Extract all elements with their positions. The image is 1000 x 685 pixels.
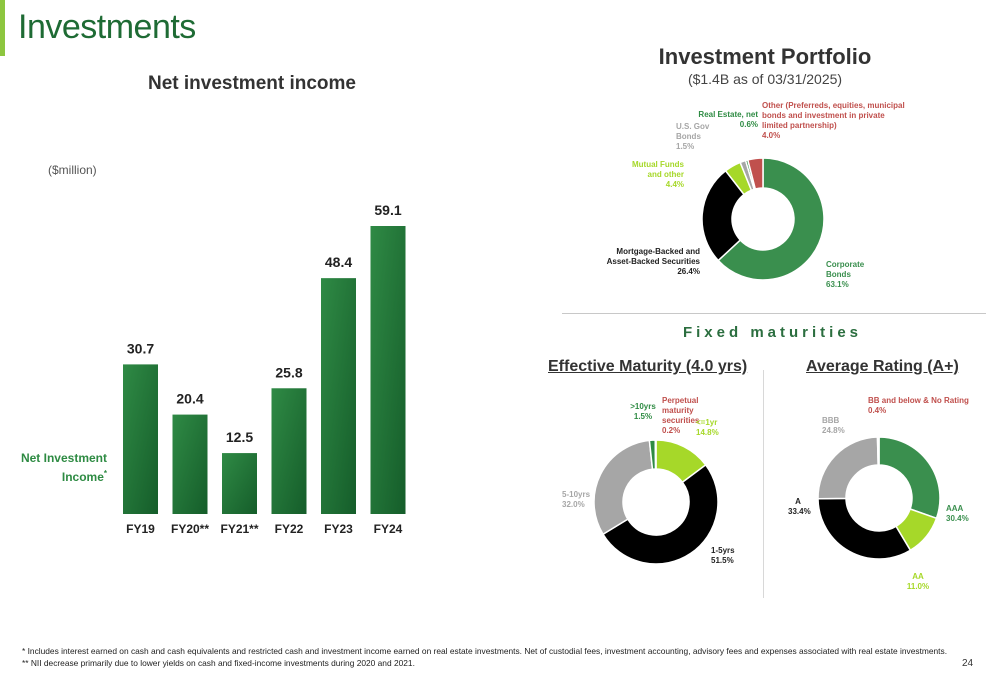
portfolio-label-other-name: Other (Preferreds, equities, municipal b… [762,101,905,130]
nii-bar-value-label: 12.5 [226,429,253,445]
maturity-slice [593,439,654,536]
average-rating-title: Average Rating (A+) [806,358,959,375]
rating-label-aaa-value: 30.4% [946,514,969,523]
rating-label-a-name: A [795,497,801,506]
nii-category-label: FY21** [220,522,258,536]
nii-category-label: FY23 [324,522,353,536]
rating-label-a: A 33.4% [788,497,811,517]
maturity-label-over-10yrs: >10yrs 1.5% [630,402,656,422]
portfolio-subtitle: ($1.4B as of 03/31/2025) [687,71,843,87]
title-accent-bar [0,0,5,56]
rating-label-aa-value: 11.0% [906,582,930,591]
portfolio-label-mbs-value: 26.4% [677,267,700,276]
nii-category-label: FY22 [275,522,304,536]
page-title: Investments [18,8,196,46]
rating-slice [817,436,879,500]
nii-category-label: FY19 [126,522,155,536]
rating-label-aaa: AAA 30.4% [946,504,986,524]
nii-bar-value-label: 59.1 [374,202,401,218]
portfolio-title: Investment Portfolio [658,44,872,69]
maturity-label-under-1yr-value: 14.8% [696,428,719,437]
nii-bar-value-label: 20.4 [176,391,203,407]
maturity-slice [654,439,657,470]
maturity-slice [602,463,719,565]
nii-bar-value-label: 48.4 [325,254,352,270]
nii-series-footnote-mark: * [103,469,107,478]
nii-category-label: FY20** [171,522,209,536]
portfolio-label-mutual-funds-value: 4.4% [665,180,684,189]
portfolio-slice [746,157,764,190]
nii-bar [321,278,356,514]
nii-bar [222,453,257,514]
portfolio-label-real-estate-name: Real Estate, net [698,110,758,119]
rating-slice [878,436,941,520]
portfolio-label-other-value: 4.0% [762,131,781,140]
section-divider [562,313,986,314]
nii-bar [370,226,406,514]
rating-label-bb-below-value: 0.4% [868,406,887,415]
rating-slice [876,436,880,466]
vertical-divider [763,370,764,598]
nii-bar [271,388,307,514]
portfolio-label-mbs-name: Mortgage-Backed and Asset-Backed Securit… [606,247,700,266]
portfolio-label-corporate-name: Corporate Bonds [826,260,865,279]
maturity-label-under-1yr-name: <=1yr [696,418,718,427]
maturity-label-5-10yrs: 5-10yrs 32.0% [562,490,602,510]
portfolio-label-us-gov-name: U.S. Gov Bonds [676,122,710,141]
rating-label-aaa-name: AAA [946,504,964,513]
rating-label-aa-name: AA [912,572,924,581]
nii-series-label: Net Investment Income* [18,451,107,485]
portfolio-label-real-estate: Real Estate, net 0.6% [696,110,758,130]
nii-unit-label: ($million) [48,163,97,177]
maturity-label-perpetual: Perpetual maturity securities 0.2% [662,396,732,436]
rating-label-a-value: 33.4% [788,507,811,516]
maturity-label-5-10yrs-value: 32.0% [562,500,585,509]
footnote-2: ** NII decrease primarily due to lower y… [22,658,415,668]
portfolio-label-us-gov-value: 1.5% [676,142,695,151]
portfolio-label-us-gov: U.S. Gov Bonds 1.5% [676,122,712,152]
rating-label-aa: AA 11.0% [903,572,933,592]
nii-category-label: FY24 [374,522,403,536]
maturity-label-under-1yr: <=1yr 14.8% [696,418,736,438]
rating-label-bbb-value: 24.8% [822,426,845,435]
nii-chart-title: Net investment income [148,73,356,94]
maturity-label-over-10yrs-name: >10yrs [630,402,656,411]
nii-bar [123,364,158,514]
rating-label-bb-below-name: BB and below & No Rating [868,396,969,405]
maturity-label-perpetual-value: 0.2% [662,426,681,435]
maturity-label-over-10yrs-value: 1.5% [633,412,653,421]
portfolio-label-real-estate-value: 0.6% [739,120,758,129]
footnote-1: * Includes interest earned on cash and c… [22,646,948,656]
rating-label-bbb: BBB 24.8% [822,416,856,436]
portfolio-label-other: Other (Preferreds, equities, municipal b… [762,101,912,141]
maturity-label-1-5yrs: 1-5yrs 51.5% [711,546,751,566]
rating-label-bb-below: BB and below & No Rating 0.4% [868,396,978,416]
fixed-maturities-heading: Fixed maturities [682,324,863,341]
nii-bar [172,414,208,514]
portfolio-label-mutual-funds-name: Mutual Funds and other [632,160,684,179]
maturity-label-1-5yrs-value: 51.5% [711,556,734,565]
nii-bar-value-label: 25.8 [275,364,302,380]
portfolio-slice [717,157,825,281]
maturity-label-5-10yrs-name: 5-10yrs [562,490,591,499]
nii-series-name: Net Investment Income [20,451,107,484]
nii-bar-value-label: 30.7 [127,340,154,356]
maturity-label-perpetual-name: Perpetual maturity securities [662,396,700,425]
maturity-label-1-5yrs-name: 1-5yrs [711,546,735,555]
portfolio-label-mutual-funds: Mutual Funds and other 4.4% [630,160,684,190]
effective-maturity-title: Effective Maturity (4.0 yrs) [548,358,748,375]
rating-label-bbb-name: BBB [822,416,840,425]
portfolio-label-corporate-value: 63.1% [826,280,849,289]
portfolio-label-corporate: Corporate Bonds 63.1% [826,260,876,290]
page-number: 24 [962,658,974,669]
rating-slice [817,497,912,560]
portfolio-label-mbs: Mortgage-Backed and Asset-Backed Securit… [600,247,700,277]
